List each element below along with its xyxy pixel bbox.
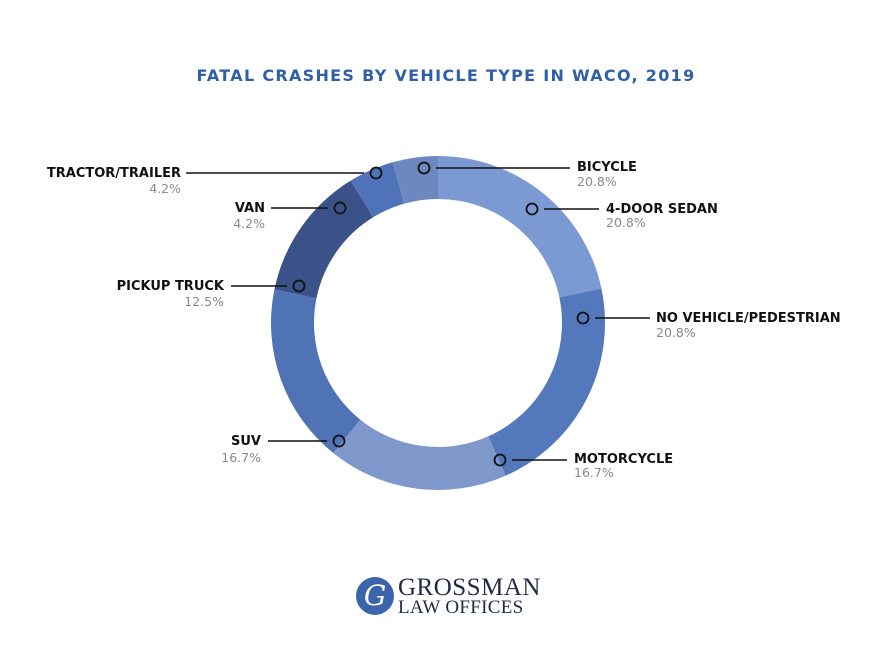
marker-bicycle [417, 161, 431, 175]
percent-4-door-sedan: 20.8% [606, 215, 646, 230]
logo-text-grossman: GROSSMAN [398, 574, 541, 601]
slice-tractor-trailer [392, 156, 438, 204]
label-no-vehicle-pedestrian: NO VEHICLE/PEDESTRIAN [656, 311, 841, 326]
slice-suv [271, 289, 361, 454]
percent-no-vehicle-pedestrian: 20.8% [656, 325, 696, 340]
marker-motorcycle [493, 453, 507, 467]
chart-title: FATAL CRASHES BY VEHICLE TYPE IN WACO, 2… [196, 66, 696, 85]
label-motorcycle: MOTORCYCLE [574, 452, 673, 467]
slice-bicycle [438, 156, 602, 298]
label-4-door-sedan: 4-DOOR SEDAN [606, 202, 718, 217]
slice-pickup-truck [274, 180, 374, 299]
logo-text-law-offices: LAW OFFICES [398, 597, 524, 618]
logo-g-icon: G [356, 577, 394, 615]
grossman-logo: G GROSSMAN LAW OFFICES [356, 574, 542, 618]
slice-motorcycle [333, 419, 506, 491]
percent-bicycle: 20.8% [577, 174, 617, 189]
percent-tractor-trailer: 4.2% [149, 181, 181, 196]
label-bicycle: BICYCLE [577, 160, 637, 175]
marker-no-vehicle-pedestrian [576, 311, 590, 325]
percent-van: 4.2% [233, 216, 265, 231]
slice-no-vehicle-pedestrian [488, 288, 605, 476]
label-suv: SUV [231, 434, 261, 449]
marker-van [333, 201, 347, 215]
marker-4-door-sedan [525, 202, 539, 216]
label-van: VAN [235, 201, 265, 216]
marker-suv [332, 434, 346, 448]
slice-van [350, 162, 405, 218]
percent-pickup-truck: 12.5% [184, 294, 224, 309]
percent-suv: 16.7% [221, 450, 261, 465]
marker-pickup-truck [292, 279, 306, 293]
marker-tractor-trailer [369, 166, 383, 180]
donut-slices [271, 156, 605, 491]
label-tractor-trailer: TRACTOR/TRAILER [47, 166, 181, 181]
label-pickup-truck: PICKUP TRUCK [117, 279, 225, 294]
percent-motorcycle: 16.7% [574, 465, 614, 480]
